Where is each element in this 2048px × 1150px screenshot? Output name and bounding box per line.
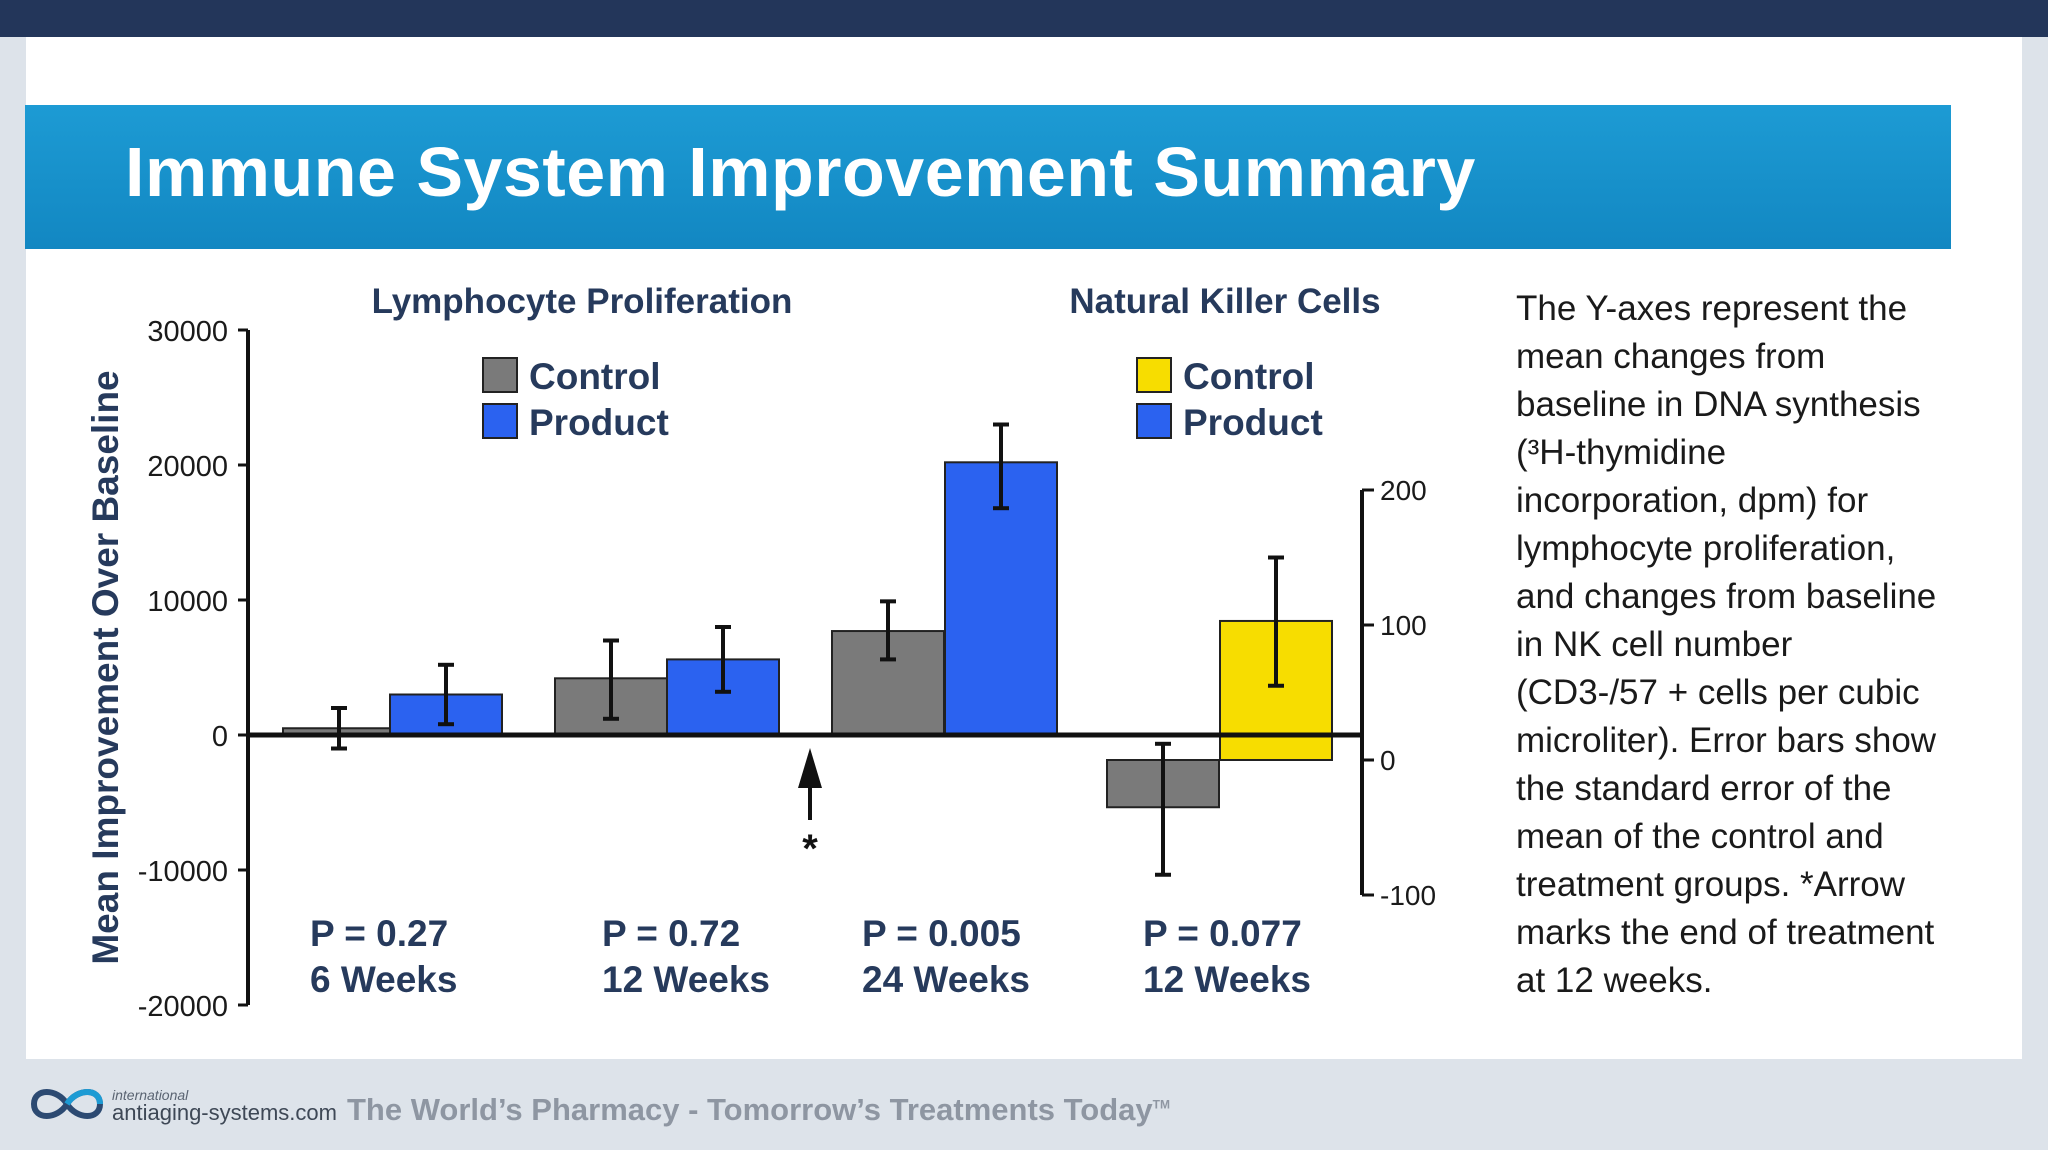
left-axis-tick-label: 0 [212,721,228,753]
description-line: mean changes from [1516,337,1826,376]
p-value-label: P = 0.077 [1143,913,1302,954]
right-axis-tick-label: -100 [1380,880,1436,911]
left-axis-tick-label: 20000 [147,451,228,483]
legend-label: Control [1183,356,1315,397]
weeks-label: 6 Weeks [310,959,457,1000]
slide-title: Immune System Improvement Summary [125,133,1476,211]
description-line: lymphocyte proliferation, [1516,529,1896,568]
top-bar [0,0,2048,37]
description-line: treatment groups. *Arrow [1516,865,1906,904]
legend-swatch-product [482,403,518,439]
right-axis-tick-label: 100 [1380,610,1427,641]
legend-swatch-control [482,357,518,393]
description-line: The Y-axes represent the [1516,289,1908,328]
infinity-logo-icon[interactable] [26,1080,108,1128]
panel-title: Natural Killer Cells [1069,282,1380,321]
right-axis-tick-label: 200 [1380,475,1427,506]
left-axis-title: Mean Improvement Over Baseline [85,370,126,964]
legend-label: Product [529,402,669,443]
footer-tagline: The World’s Pharmacy - Tomorrow’s Treatm… [347,1092,1170,1128]
left-axis-tick-label: -20000 [138,991,228,1023]
legend-swatch-product [1136,403,1172,439]
panel-title: Lymphocyte Proliferation [372,282,793,321]
asterisk-label: * [802,827,818,871]
right-axis-tick-label: 0 [1380,745,1396,776]
left-axis-tick-label: 10000 [147,586,228,618]
end-of-treatment-arrow-head [798,748,822,788]
weeks-label: 12 Weeks [602,959,770,1000]
description-line: the standard error of the [1516,769,1892,808]
weeks-label: 12 Weeks [1143,959,1311,1000]
description-line: baseline in DNA synthesis [1516,385,1921,424]
p-value-label: P = 0.27 [310,913,448,954]
description-line: (CD3-/57 + cells per cubic [1516,673,1920,712]
legend-label: Control [529,356,661,397]
description-line: microliter). Error bars show [1516,721,1937,760]
p-value-label: P = 0.005 [862,913,1021,954]
description-line: and changes from baseline [1516,577,1937,616]
logo-tagline-small: international [112,1087,189,1103]
title-band [25,105,1951,249]
description-line: at 12 weeks. [1516,961,1713,1000]
weeks-label: 24 Weeks [862,959,1030,1000]
legend-swatch-control [1136,357,1172,393]
description-line: in NK cell number [1516,625,1793,664]
left-axis-tick-label: 30000 [147,316,228,348]
description-line: incorporation, dpm) for [1516,481,1869,520]
site-name-link[interactable]: antiaging-systems.com [112,1100,337,1125]
description-line: marks the end of treatment [1516,913,1935,952]
p-value-label: P = 0.72 [602,913,740,954]
legend-label: Product [1183,402,1323,443]
description-line: mean of the control and [1516,817,1884,856]
chart-description: The Y-axes represent the mean changes fr… [1516,285,1971,1005]
description-line: (³H-thymidine [1516,433,1727,472]
tagline-text: The World’s Pharmacy - Tomorrow’s Treatm… [347,1092,1153,1127]
left-axis-tick-label: -10000 [138,856,228,888]
trademark-mark: TM [1152,1097,1170,1112]
